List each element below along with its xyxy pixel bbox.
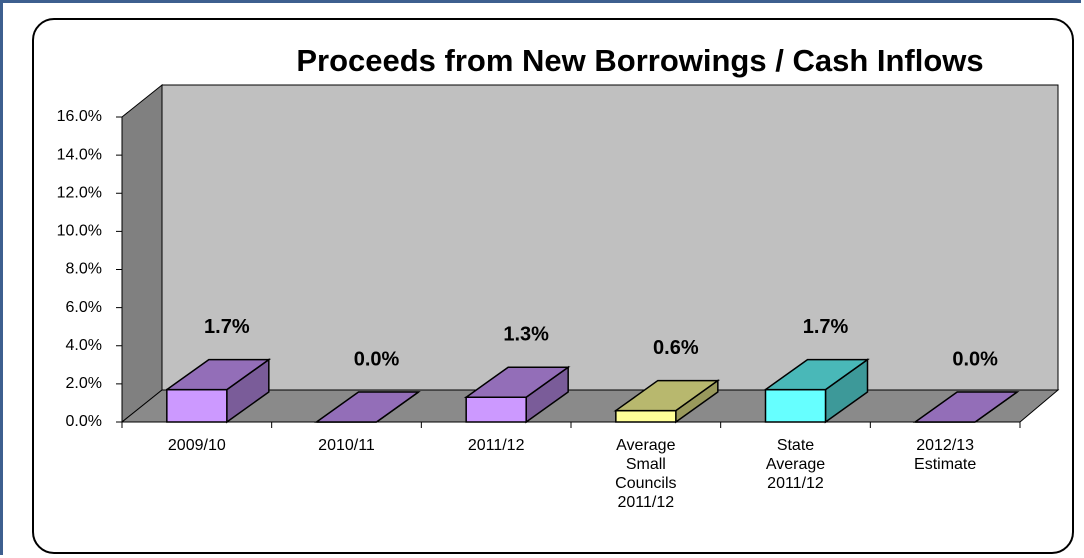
side-wall bbox=[121, 83, 163, 424]
bar-top bbox=[763, 358, 870, 391]
bar-top bbox=[463, 366, 571, 398]
value-label: 1.7% bbox=[204, 316, 250, 338]
bar-top bbox=[613, 379, 721, 412]
x-tick-label: State Average 2011/12 bbox=[765, 437, 826, 492]
x-tick-label: Average Small Councils 2011/12 bbox=[615, 437, 677, 511]
bar bbox=[463, 365, 571, 424]
y-tick-label: 6.0% bbox=[66, 299, 102, 316]
y-tick-label: 2.0% bbox=[66, 375, 102, 392]
bar-top bbox=[912, 391, 1020, 423]
bar bbox=[763, 358, 870, 424]
y-tick-label: 0.0% bbox=[66, 413, 102, 430]
bar-front bbox=[465, 396, 527, 423]
bar-top bbox=[314, 391, 421, 423]
value-label: 1.3% bbox=[503, 324, 549, 346]
y-tick-label: 14.0% bbox=[57, 146, 102, 163]
bar-front bbox=[764, 388, 827, 423]
back-wall bbox=[161, 84, 1059, 391]
bar-front bbox=[166, 388, 228, 423]
y-tick-label: 10.0% bbox=[57, 223, 102, 240]
value-label: 1.7% bbox=[803, 316, 849, 338]
y-tick-label: 12.0% bbox=[57, 184, 102, 201]
y-tick-label: 8.0% bbox=[66, 261, 102, 278]
bar-top bbox=[164, 358, 272, 391]
bar bbox=[164, 358, 272, 424]
value-label: 0.0% bbox=[952, 348, 998, 370]
x-tick-label: 2010/11 bbox=[318, 437, 375, 454]
bar-front bbox=[615, 409, 677, 423]
y-tick-label: 4.0% bbox=[66, 337, 102, 354]
value-label: 0.6% bbox=[653, 337, 699, 359]
x-tick-label: 2011/12 bbox=[467, 437, 525, 454]
value-label: 0.0% bbox=[354, 348, 400, 370]
bar bbox=[314, 391, 421, 423]
x-tick-label: 2012/13 Estimate bbox=[914, 437, 977, 473]
x-tick-label: 2009/10 bbox=[167, 437, 226, 454]
bar bbox=[912, 391, 1020, 423]
bar bbox=[613, 379, 721, 424]
y-tick-label: 16.0% bbox=[57, 108, 102, 125]
chart-title: Proceeds from New Borrowings / Cash Infl… bbox=[296, 43, 984, 78]
